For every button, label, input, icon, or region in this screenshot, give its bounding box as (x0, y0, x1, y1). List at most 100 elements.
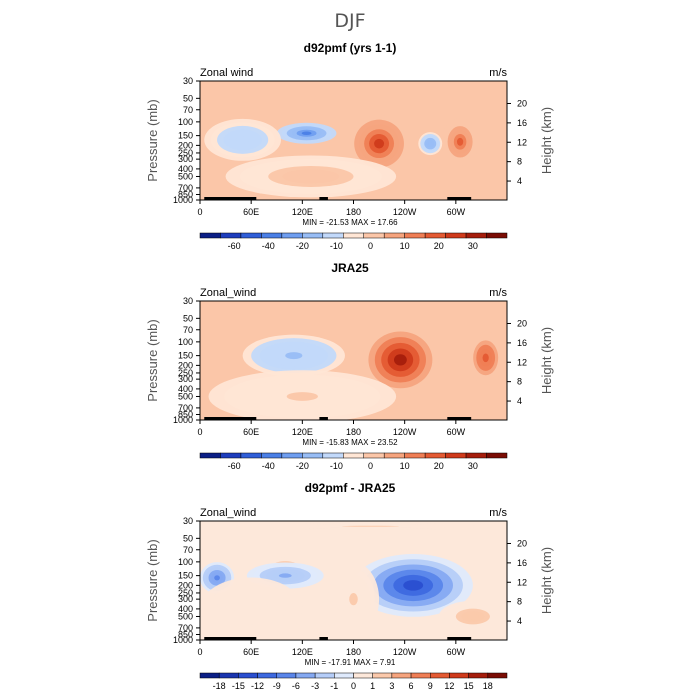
colorbar-cell (220, 232, 242, 239)
topography-mark (319, 637, 328, 640)
contour-level (428, 141, 433, 146)
contour-level (349, 593, 358, 606)
pressure-tick-label: 30 (183, 516, 193, 526)
pressure-tick-label: 150 (178, 131, 193, 141)
pressure-tick-label: 1000 (173, 635, 193, 645)
x-tick-label: 180 (346, 427, 361, 437)
colorbar-cell (449, 672, 469, 679)
colorbar-label: -12 (251, 681, 264, 691)
x-tick-label: 120W (393, 647, 417, 657)
topography-mark (455, 197, 472, 200)
left-axis-title: Pressure (mb) (145, 539, 160, 621)
height-tick-label: 4 (517, 176, 522, 186)
topography-mark (319, 197, 328, 200)
pressure-tick-label: 700 (178, 403, 193, 413)
colorbar-cell (302, 452, 324, 459)
colorbar-cell (391, 672, 412, 679)
colorbar-cell (199, 672, 220, 679)
colorbar-label: 20 (434, 241, 444, 251)
topography-mark (455, 637, 472, 640)
min-max-text: MIN = -21.53 MAX = 17.66 (302, 218, 398, 227)
pressure-tick-label: 100 (178, 117, 193, 127)
colorbar-label: -6 (292, 681, 300, 691)
figure-title: DJF (334, 10, 365, 32)
pressure-tick-label: 70 (183, 325, 193, 335)
height-tick-label: 4 (517, 616, 522, 626)
topography-mark (204, 197, 229, 200)
colorbar-label: 18 (483, 681, 493, 691)
height-tick-label: 4 (517, 396, 522, 406)
colorbar-cell (445, 232, 467, 239)
colorbar-cell (240, 232, 262, 239)
colorbar-cell (430, 672, 450, 679)
contour-level (482, 353, 489, 363)
colorbar-cell (199, 452, 221, 459)
height-tick-label: 20 (517, 98, 527, 108)
pressure-tick-label: 70 (183, 105, 193, 115)
colorbar-cell (218, 672, 239, 679)
pressure-tick-label: 150 (178, 351, 193, 361)
panel-title: d92pmf - JRA25 (305, 481, 396, 495)
colorbar-cell (363, 452, 385, 459)
contour-level (374, 138, 385, 149)
topography-mark (204, 637, 229, 640)
x-tick-label: 120E (292, 427, 313, 437)
colorbar-cell (410, 672, 431, 679)
pressure-tick-label: 700 (178, 183, 193, 193)
pressure-tick-label: 700 (178, 623, 193, 633)
x-tick-label: 0 (197, 427, 202, 437)
units-label: m/s (489, 507, 507, 519)
contour-level (236, 136, 250, 144)
pressure-tick-label: 400 (178, 384, 193, 394)
contour-level (285, 352, 303, 360)
x-tick-label: 120E (292, 207, 313, 217)
x-tick-label: 0 (197, 647, 202, 657)
pressure-tick-label: 50 (183, 533, 193, 543)
colorbar-cell (281, 452, 303, 459)
colorbar-cell (261, 452, 283, 459)
colorbar-label: 20 (434, 461, 444, 471)
x-tick-label: 60W (447, 647, 466, 657)
colorbar-cell (261, 232, 283, 239)
panels: d92pmf (yrs 1-1)Zonal wind m/s0 60E 120E 180… (145, 41, 554, 691)
colorbar-cell (404, 232, 426, 239)
right-axis-title: Height (km) (539, 327, 554, 394)
variable-label: Zonal_wind (200, 507, 256, 519)
colorbar-cell (322, 232, 344, 239)
contour-level (456, 137, 464, 146)
height-tick-label: 8 (517, 157, 522, 167)
pressure-tick-label: 30 (183, 76, 193, 86)
topography-mark (447, 417, 458, 420)
colorbar-cell (487, 672, 508, 679)
colorbar-cell (465, 232, 487, 239)
x-tick-label: 180 (346, 207, 361, 217)
contour-level (394, 354, 407, 366)
colorbar-label: -9 (273, 681, 281, 691)
pressure-tick-label: 100 (178, 337, 193, 347)
contour-field (200, 521, 507, 640)
colorbar-label: 1 (370, 681, 375, 691)
colorbar-cell (353, 672, 373, 679)
topography-mark (455, 417, 472, 420)
pressure-tick-label: 300 (178, 594, 193, 604)
pressure-tick-label: 500 (178, 391, 193, 401)
colorbar-label: 10 (400, 241, 410, 251)
colorbar-label: -40 (262, 241, 275, 251)
contour-level (403, 580, 424, 591)
min-max-text: MIN = -17.91 MAX = 7.91 (305, 658, 396, 667)
pressure-tick-label: 50 (183, 313, 193, 323)
colorbar-label: -60 (228, 461, 241, 471)
x-tick-label: 180 (346, 647, 361, 657)
colorbar-cell (363, 232, 385, 239)
colorbar-cell (445, 452, 467, 459)
colorbar-cell (404, 452, 426, 459)
contour-level (467, 613, 479, 620)
panel-title: JRA25 (331, 261, 369, 275)
pressure-tick-label: 100 (178, 557, 193, 567)
pressure-tick-label: 250 (178, 148, 193, 158)
height-tick-label: 12 (517, 137, 527, 147)
pressure-tick-label: 850 (178, 629, 193, 639)
units-label: m/s (489, 67, 507, 79)
